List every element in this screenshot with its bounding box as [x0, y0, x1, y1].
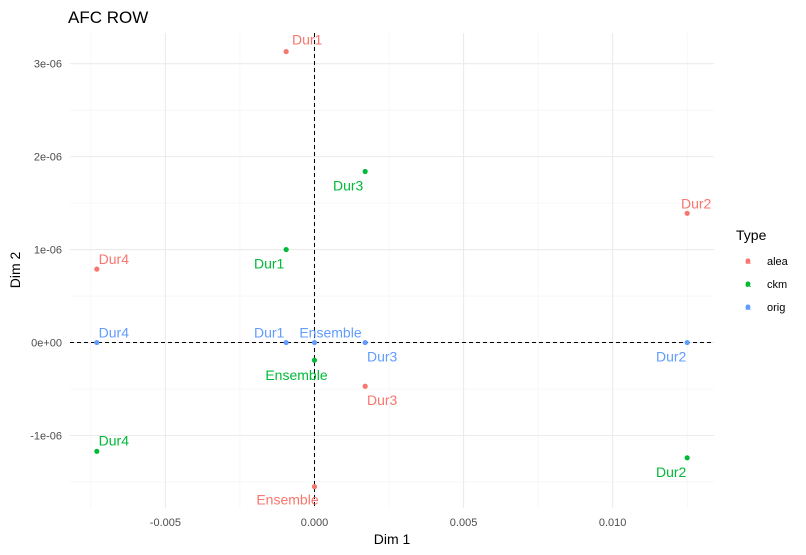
point-orig-dur3 [362, 339, 368, 346]
x-tick-label: 0.010 [599, 517, 627, 529]
point-label-orig-dur2: Dur2 [656, 349, 687, 365]
grid [70, 33, 714, 508]
legend-key-alea [745, 258, 751, 264]
point-label-alea-dur3: Dur3 [367, 392, 398, 408]
point-ckm-ensemble [311, 357, 318, 363]
point-label-orig-dur4: Dur4 [99, 325, 130, 341]
point-label-ckm-dur4: Dur4 [99, 432, 130, 448]
point-orig-dur1 [283, 339, 289, 346]
point-labels: Dur1 Dur2 Dur3 Dur4 Ensemble Dur1 Dur2 Dur3 Dur4… [99, 32, 712, 508]
point-orig-dur2 [684, 339, 690, 346]
reference-lines [70, 33, 714, 508]
x-tick-label: 0.000 [301, 517, 329, 529]
point-alea-dur1 [283, 48, 289, 55]
point-orig-dur4 [94, 339, 100, 346]
point-label-alea-dur4: Dur4 [99, 251, 130, 267]
point-ckm-dur4 [94, 448, 100, 454]
y-tick-label: 3e-06 [34, 59, 62, 71]
point-label-alea-dur1: Dur1 [292, 32, 323, 48]
x-tick-label: -0.005 [150, 517, 181, 529]
legend-label-alea: alea [767, 256, 789, 268]
point-label-orig-dur1: Dur1 [254, 325, 285, 341]
y-tick-label: -1e-06 [30, 430, 62, 442]
point-alea-dur2 [684, 210, 690, 216]
y-axis-title: Dim 2 [7, 252, 23, 289]
data-points [94, 48, 690, 490]
legend-key-glyph: a [745, 302, 751, 313]
point-ckm-dur2 [684, 455, 690, 461]
point-label-alea-ensemble: Ensemble [256, 492, 318, 508]
point-orig-ensemble [311, 339, 318, 346]
legend-key-glyph: a [745, 256, 751, 267]
x-axis-title: Dim 1 [374, 531, 411, 547]
point-alea-dur4 [94, 266, 100, 272]
point-label-alea-dur2: Dur2 [681, 195, 712, 211]
point-label-ckm-dur1: Dur1 [254, 256, 285, 272]
y-tick-label: 2e-06 [34, 152, 62, 164]
legend-label-ckm: ckm [767, 279, 787, 291]
legend-items: a alea a ckm a orig [745, 256, 788, 314]
legend: Type a alea a ckm a orig [736, 227, 789, 314]
point-label-ckm-ensemble: Ensemble [265, 367, 327, 383]
legend-key-orig [745, 304, 751, 310]
point-alea-dur3 [362, 383, 368, 389]
point-ckm-dur1 [283, 246, 289, 253]
point-alea-ensemble [311, 484, 318, 490]
legend-key-glyph: a [745, 279, 751, 290]
legend-key-ckm [745, 281, 751, 287]
x-tick-label: 0.005 [450, 517, 478, 529]
point-ckm-dur3 [362, 168, 368, 175]
point-label-ckm-dur2: Dur2 [656, 464, 687, 480]
point-label-orig-ensemble: Ensemble [299, 325, 361, 341]
y-tick-label: 0e+00 [31, 338, 62, 350]
legend-label-orig: orig [767, 302, 785, 314]
y-tick-label: 1e-06 [34, 245, 62, 257]
axis-ticks: -0.005 0.000 0.005 0.010 -1e-06 0e+00 1e-06 2e-… [30, 59, 626, 529]
point-label-orig-dur3: Dur3 [367, 349, 398, 365]
point-label-ckm-dur3: Dur3 [333, 178, 364, 194]
legend-title: Type [736, 227, 767, 243]
chart-title: AFC ROW [68, 8, 148, 27]
